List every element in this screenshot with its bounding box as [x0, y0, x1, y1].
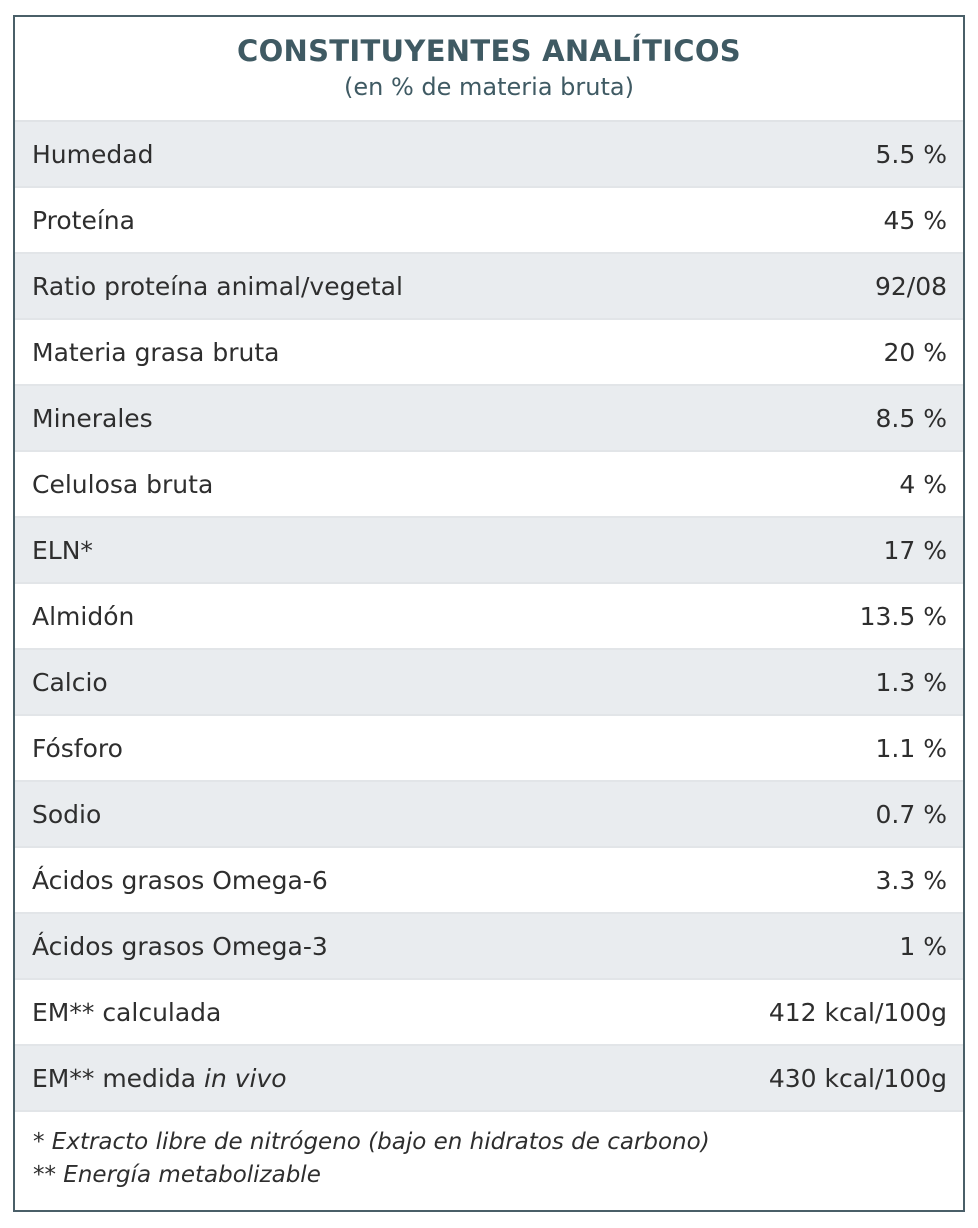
row-value: 4 %	[899, 469, 947, 499]
row-label: Fósforo	[32, 733, 123, 763]
row-label: Celulosa bruta	[32, 469, 214, 499]
table-subtitle: (en % de materia bruta)	[344, 73, 634, 101]
table-row: ELN* 17 %	[15, 518, 963, 584]
row-label: Ácidos grasos Omega-6	[32, 865, 328, 895]
row-label: Almidón	[32, 601, 135, 631]
row-label: Calcio	[32, 667, 108, 697]
table-row: Sodio 0.7 %	[15, 782, 963, 848]
row-value: 412 kcal/100g	[768, 997, 947, 1027]
table-row: Minerales 8.5 %	[15, 386, 963, 452]
table-row: EM** medida in vivo 430 kcal/100g	[15, 1046, 963, 1112]
row-label: Humedad	[32, 139, 154, 169]
row-label-text: EM** medida	[32, 1063, 204, 1093]
table-row: Proteína 45 %	[15, 188, 963, 254]
row-value: 13.5 %	[859, 601, 947, 631]
row-label: EM** calculada	[32, 997, 222, 1027]
footnote-eln: * Extracto libre de nitrógeno (bajo en h…	[33, 1129, 710, 1155]
row-value: 1 %	[899, 931, 947, 961]
table-row: Fósforo 1.1 %	[15, 716, 963, 782]
row-value: 430 kcal/100g	[768, 1063, 947, 1093]
table-row: Celulosa bruta 4 %	[15, 452, 963, 518]
row-label: ELN*	[32, 535, 93, 565]
row-value: 1.1 %	[875, 733, 947, 763]
table-row: Ácidos grasos Omega-3 1 %	[15, 914, 963, 980]
constituents-list: Humedad 5.5 % Proteína 45 % Ratio proteí…	[15, 122, 963, 1112]
row-label: Minerales	[32, 403, 153, 433]
row-value: 1.3 %	[875, 667, 947, 697]
row-value: 0.7 %	[875, 799, 947, 829]
row-value: 8.5 %	[875, 403, 947, 433]
row-value: 45 %	[883, 205, 947, 235]
table-title: CONSTITUYENTES ANALÍTICOS	[237, 34, 741, 68]
row-value: 3.3 %	[875, 865, 947, 895]
row-label: Ratio proteína animal/vegetal	[32, 271, 403, 301]
table-row: Almidón 13.5 %	[15, 584, 963, 650]
row-label: Materia grasa bruta	[32, 337, 280, 367]
row-value: 92/08	[874, 271, 947, 301]
row-label: Ácidos grasos Omega-3	[32, 931, 328, 961]
row-value: 17 %	[883, 535, 947, 565]
table-row: EM** calculada 412 kcal/100g	[15, 980, 963, 1046]
analytical-constituents-panel: CONSTITUYENTES ANALÍTICOS (en % de mater…	[13, 15, 965, 1212]
table-row: Ratio proteína animal/vegetal 92/08	[15, 254, 963, 320]
table-row: Materia grasa bruta 20 %	[15, 320, 963, 386]
row-value: 20 %	[883, 337, 947, 367]
row-label: Proteína	[32, 205, 135, 235]
table-row: Humedad 5.5 %	[15, 122, 963, 188]
footnotes: * Extracto libre de nitrógeno (bajo en h…	[15, 1112, 963, 1192]
row-value: 5.5 %	[875, 139, 947, 169]
footnote-em: ** Energía metabolizable	[33, 1162, 321, 1188]
table-header: CONSTITUYENTES ANALÍTICOS (en % de mater…	[15, 17, 963, 122]
row-label-italic: in vivo	[204, 1063, 287, 1093]
row-label: EM** medida in vivo	[32, 1064, 287, 1093]
table-row: Ácidos grasos Omega-6 3.3 %	[15, 848, 963, 914]
table-row: Calcio 1.3 %	[15, 650, 963, 716]
row-label: Sodio	[32, 799, 102, 829]
